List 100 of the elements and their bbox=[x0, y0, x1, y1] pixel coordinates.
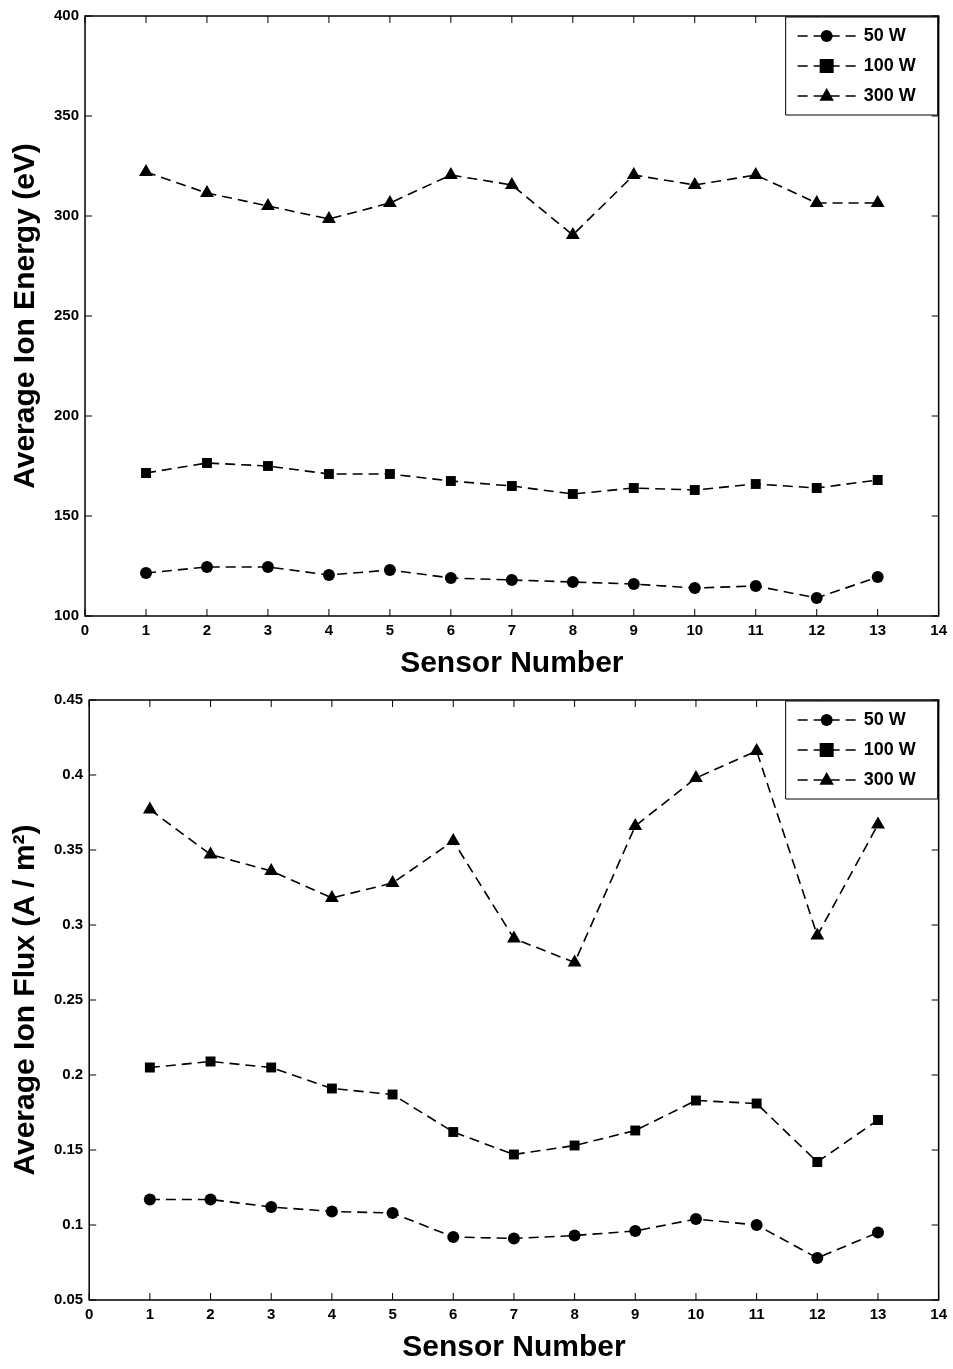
point bbox=[202, 458, 212, 468]
x-tick-label: 10 bbox=[687, 1305, 705, 1323]
x-tick-label: 14 bbox=[930, 1305, 948, 1323]
x-tick-label: 2 bbox=[206, 1305, 215, 1323]
point bbox=[446, 833, 461, 845]
y-tick-label: 0.35 bbox=[53, 840, 84, 858]
point bbox=[873, 1115, 883, 1125]
point bbox=[811, 483, 822, 493]
x-tick-label: 10 bbox=[686, 621, 704, 639]
point bbox=[567, 489, 578, 499]
point bbox=[569, 1140, 580, 1151]
x-tick-label: 0 bbox=[80, 621, 90, 639]
point bbox=[628, 818, 643, 830]
point bbox=[689, 770, 703, 782]
x-tick-label: 11 bbox=[747, 621, 764, 639]
x-axis-title: Sensor Number bbox=[402, 1329, 626, 1363]
legend-label: 300 W bbox=[863, 768, 916, 789]
point bbox=[749, 743, 764, 755]
point bbox=[140, 567, 152, 579]
y-tick-label: 150 bbox=[54, 506, 80, 524]
point bbox=[444, 572, 457, 584]
x-tick-label: 7 bbox=[509, 1305, 519, 1323]
x-tick-label: 1 bbox=[145, 1305, 155, 1323]
y-tick-label: 100 bbox=[54, 606, 80, 624]
point bbox=[144, 1062, 155, 1073]
point bbox=[263, 461, 273, 471]
point bbox=[139, 164, 153, 176]
y-tick-label: 0.4 bbox=[62, 765, 84, 783]
x-tick-label: 5 bbox=[388, 1305, 397, 1323]
x-tick-label: 8 bbox=[568, 621, 577, 639]
x-tick-label: 13 bbox=[869, 621, 887, 639]
point bbox=[143, 1193, 156, 1206]
x-tick-label: 4 bbox=[324, 621, 334, 639]
point bbox=[687, 177, 702, 189]
x-tick-label: 11 bbox=[748, 1305, 765, 1323]
point bbox=[870, 195, 885, 207]
point bbox=[448, 1127, 459, 1137]
point bbox=[628, 483, 639, 493]
y-tick-label: 200 bbox=[54, 406, 80, 424]
x-tick-label: 5 bbox=[385, 621, 395, 639]
point bbox=[566, 576, 579, 588]
point bbox=[688, 582, 701, 594]
point bbox=[567, 954, 582, 967]
point bbox=[200, 561, 213, 573]
y-tick-label: 0.45 bbox=[53, 690, 84, 708]
point bbox=[749, 580, 762, 592]
point bbox=[261, 198, 275, 210]
y-tick-label: 0.2 bbox=[62, 1065, 84, 1083]
point bbox=[871, 1226, 884, 1239]
point bbox=[630, 1125, 641, 1136]
point bbox=[568, 1229, 581, 1242]
point bbox=[506, 481, 517, 491]
point bbox=[565, 227, 580, 239]
y-tick-label: 0.05 bbox=[53, 1290, 84, 1308]
point bbox=[383, 564, 396, 576]
point bbox=[203, 846, 218, 859]
point bbox=[750, 479, 761, 489]
point bbox=[321, 211, 336, 223]
y-axis-title: Average Ion Flux (A / m²) bbox=[7, 824, 41, 1176]
x-tick-label: 7 bbox=[507, 621, 517, 639]
x-tick-label: 2 bbox=[202, 621, 212, 639]
point bbox=[323, 469, 334, 479]
x-tick-label: 4 bbox=[327, 1305, 337, 1323]
y-tick-label: 0.1 bbox=[62, 1215, 84, 1233]
y-tick-label: 0.3 bbox=[62, 915, 84, 933]
point bbox=[751, 1098, 762, 1109]
point bbox=[504, 177, 519, 189]
point bbox=[445, 476, 456, 486]
point bbox=[871, 816, 885, 829]
x-axis-title: Sensor Number bbox=[400, 645, 624, 679]
legend-label: 50 W bbox=[863, 708, 906, 729]
x-tick-label: 13 bbox=[869, 1305, 887, 1323]
point bbox=[691, 1095, 701, 1106]
point bbox=[809, 195, 824, 207]
point bbox=[872, 475, 883, 485]
point bbox=[200, 185, 214, 197]
point bbox=[443, 167, 458, 179]
legend-label: 100 W bbox=[863, 738, 916, 759]
legend-label: 50 W bbox=[863, 24, 906, 45]
point bbox=[447, 1231, 460, 1243]
point bbox=[384, 469, 395, 479]
point bbox=[386, 1207, 399, 1219]
point bbox=[142, 801, 157, 814]
point bbox=[141, 468, 151, 478]
x-tick-label: 8 bbox=[570, 1305, 579, 1323]
x-tick-label: 1 bbox=[141, 621, 151, 639]
x-tick-label: 3 bbox=[267, 1305, 276, 1323]
point bbox=[508, 1149, 519, 1160]
point bbox=[261, 561, 274, 573]
x-tick-label: 6 bbox=[446, 621, 456, 639]
y-tick-label: 350 bbox=[54, 106, 80, 124]
point bbox=[385, 875, 400, 887]
point bbox=[324, 890, 339, 902]
point bbox=[871, 571, 884, 583]
point bbox=[627, 578, 640, 590]
point bbox=[811, 1252, 824, 1264]
y-tick-label: 300 bbox=[54, 206, 80, 224]
point bbox=[748, 167, 763, 179]
legend-label: 300 W bbox=[863, 84, 916, 105]
x-tick-label: 14 bbox=[930, 621, 948, 639]
